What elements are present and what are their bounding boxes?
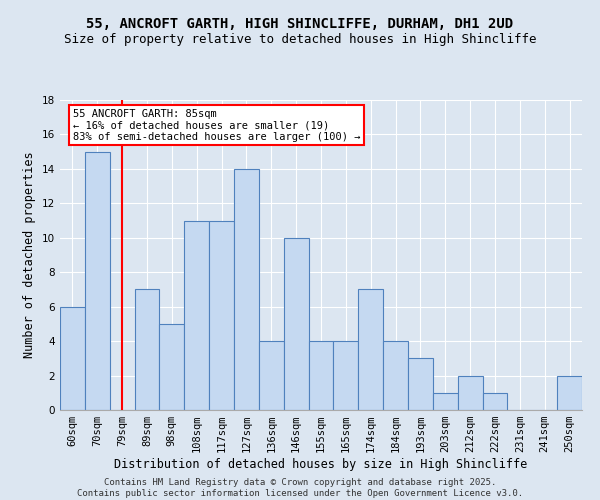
Y-axis label: Number of detached properties: Number of detached properties xyxy=(23,152,37,358)
Bar xyxy=(234,169,259,410)
Bar xyxy=(209,220,234,410)
Text: 55, ANCROFT GARTH, HIGH SHINCLIFFE, DURHAM, DH1 2UD: 55, ANCROFT GARTH, HIGH SHINCLIFFE, DURH… xyxy=(86,18,514,32)
Text: 55 ANCROFT GARTH: 85sqm
← 16% of detached houses are smaller (19)
83% of semi-de: 55 ANCROFT GARTH: 85sqm ← 16% of detache… xyxy=(73,108,360,142)
X-axis label: Distribution of detached houses by size in High Shincliffe: Distribution of detached houses by size … xyxy=(115,458,527,471)
Bar xyxy=(184,220,209,410)
Bar xyxy=(134,290,160,410)
Bar xyxy=(334,341,358,410)
Bar xyxy=(160,324,184,410)
Bar xyxy=(433,393,458,410)
Bar xyxy=(458,376,482,410)
Bar xyxy=(383,341,408,410)
Bar xyxy=(85,152,110,410)
Bar xyxy=(60,306,85,410)
Bar xyxy=(308,341,334,410)
Bar xyxy=(557,376,582,410)
Bar xyxy=(284,238,308,410)
Text: Contains HM Land Registry data © Crown copyright and database right 2025.
Contai: Contains HM Land Registry data © Crown c… xyxy=(77,478,523,498)
Bar xyxy=(408,358,433,410)
Bar xyxy=(259,341,284,410)
Bar xyxy=(482,393,508,410)
Text: Size of property relative to detached houses in High Shincliffe: Size of property relative to detached ho… xyxy=(64,32,536,46)
Bar xyxy=(358,290,383,410)
